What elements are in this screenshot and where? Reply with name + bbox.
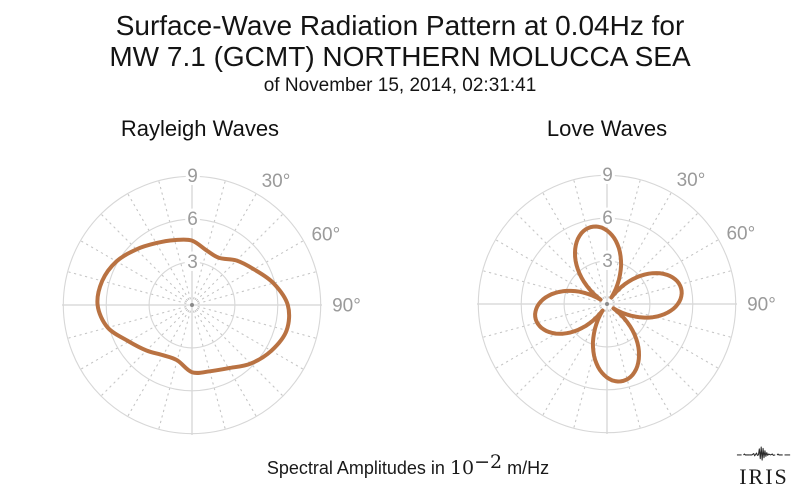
caption-prefix: Spectral Amplitudes in xyxy=(266,458,450,478)
iris-logo-text: IRIS xyxy=(739,464,789,489)
radial-tick-label: 9 xyxy=(187,166,198,187)
dotted-angle-gridline xyxy=(67,306,187,339)
seismogram-squiggle-icon xyxy=(736,446,791,461)
love-polar-plot: 3 6 9 30° 60° 90° xyxy=(477,162,776,434)
radial-gridline-ring xyxy=(62,175,322,435)
title-line-1: Surface-Wave Radiation Pattern at 0.04Hz… xyxy=(115,10,685,41)
angle-tick-label: 60° xyxy=(311,224,340,245)
dotted-angle-gridline xyxy=(193,180,226,300)
caption-suffix: m/Hz xyxy=(502,458,550,478)
dotted-angle-gridline xyxy=(495,306,602,369)
radial-gridline-ring xyxy=(520,217,694,391)
caption-exponent: −2 xyxy=(474,451,503,473)
units-caption: Spectral Amplitudes in 10−2 m/Hz xyxy=(0,451,800,479)
dotted-angle-gridline xyxy=(100,213,188,301)
angle-tick-label: 90° xyxy=(332,296,361,317)
plot-center-dot xyxy=(605,302,609,306)
dotted-angle-gridline xyxy=(197,306,317,339)
dotted-angle-gridline xyxy=(609,309,672,416)
dotted-angle-gridline xyxy=(80,307,187,370)
radial-gridline-ring xyxy=(477,174,737,434)
dotted-angle-gridline xyxy=(67,271,187,304)
dotted-angle-gridline xyxy=(542,192,605,299)
rayleigh-plot-title: Rayleigh Waves xyxy=(120,116,280,141)
dotted-angle-gridline xyxy=(196,213,284,301)
iris-logo: IRIS xyxy=(736,446,792,488)
angle-tick-label: 90° xyxy=(747,295,776,316)
rayleigh-polar-plot-curve xyxy=(95,237,292,375)
love-polar-plot-curve xyxy=(533,224,684,384)
title-line-2: MW 7.1 (GCMT) NORTHERN MOLUCCA SEA xyxy=(109,41,691,72)
radial-tick-label: 6 xyxy=(602,208,613,229)
dotted-angle-gridline xyxy=(197,307,304,370)
love-plot-title: Love Waves xyxy=(546,116,668,141)
angle-tick-label: 60° xyxy=(726,223,755,244)
plot-center-dot xyxy=(190,303,194,307)
dotted-angle-gridline xyxy=(482,305,602,338)
angle-tick-label: 30° xyxy=(262,171,291,192)
radial-tick-label: 9 xyxy=(602,165,613,186)
radial-tick-label: 6 xyxy=(187,209,198,230)
dotted-angle-gridline xyxy=(197,271,317,304)
radial-tick-label: 3 xyxy=(187,252,198,273)
radial-gridline-ring xyxy=(105,218,279,392)
caption-mantissa: 10 xyxy=(449,457,475,479)
rayleigh-polar-plot: 3 6 9 30° 60° 90° xyxy=(62,163,361,435)
radial-tick-label: 3 xyxy=(602,251,613,272)
dotted-angle-gridline xyxy=(197,240,304,303)
angle-tick-label: 30° xyxy=(677,170,706,191)
radial-gridline-ring xyxy=(148,261,236,349)
title-subtitle: of November 15, 2014, 02:31:41 xyxy=(263,75,537,96)
page-title: Surface-Wave Radiation Pattern at 0.04Hz… xyxy=(0,10,800,97)
radial-gridline-ring xyxy=(563,260,651,348)
dotted-angle-gridline xyxy=(127,193,190,300)
dotted-angle-gridline xyxy=(100,309,188,397)
dotted-angle-gridline xyxy=(612,239,719,302)
